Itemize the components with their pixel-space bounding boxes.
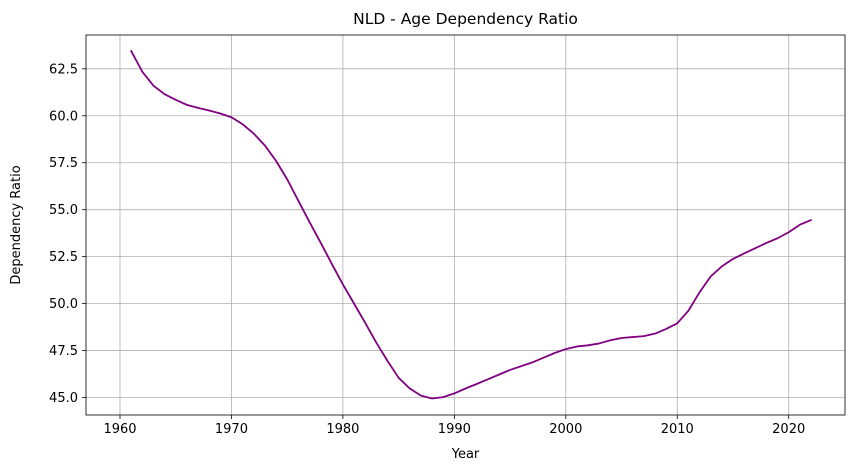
x-tick-label: 1960 bbox=[103, 422, 136, 437]
y-tick-label: 62.5 bbox=[49, 62, 78, 77]
plot-frame bbox=[85, 34, 846, 416]
chart-title: NLD - Age Dependency Ratio bbox=[353, 10, 578, 28]
series-line bbox=[130, 50, 812, 400]
y-axis-ticks: 45.0 47.5 50.0 52.5 55.0 57.5 60.0 62.5 bbox=[49, 62, 86, 406]
grid-lines bbox=[86, 35, 845, 415]
y-axis-label: Dependency Ratio bbox=[9, 165, 24, 284]
y-tick-label: 47.5 bbox=[49, 344, 78, 359]
x-tick-label: 1980 bbox=[326, 422, 359, 437]
y-tick-label: 55.0 bbox=[49, 203, 78, 218]
x-tick-label: 2020 bbox=[772, 422, 805, 437]
y-tick-label: 45.0 bbox=[49, 391, 78, 406]
x-tick-label: 2000 bbox=[549, 422, 582, 437]
x-tick-label: 1990 bbox=[438, 422, 471, 437]
y-tick-label: 50.0 bbox=[49, 297, 78, 312]
x-tick-label: 1970 bbox=[215, 422, 248, 437]
series-layer bbox=[130, 50, 812, 400]
y-tick-label: 57.5 bbox=[49, 156, 78, 171]
x-axis-label: Year bbox=[451, 447, 480, 462]
x-tick-label: 2010 bbox=[661, 422, 694, 437]
y-tick-label: 52.5 bbox=[49, 250, 78, 265]
x-axis-ticks: 1960 1970 1980 1990 2000 2010 2020 bbox=[103, 415, 805, 437]
y-tick-label: 60.0 bbox=[49, 109, 78, 124]
